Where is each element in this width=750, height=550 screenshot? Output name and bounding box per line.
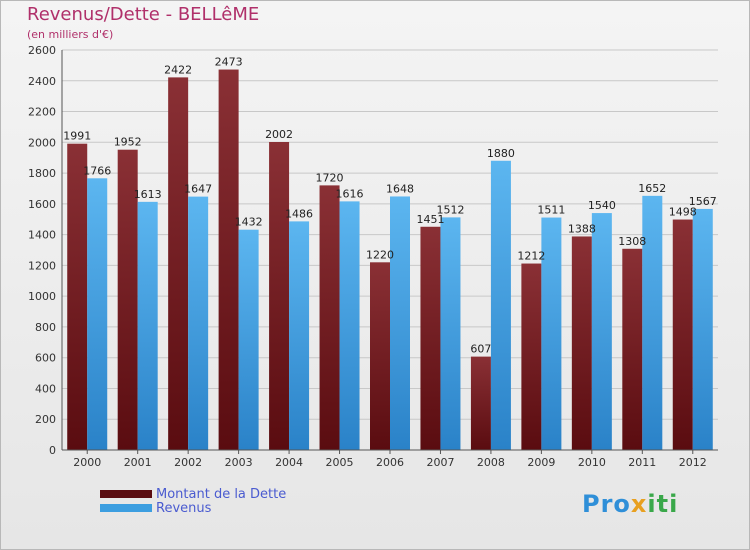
bar-revenue	[339, 201, 360, 450]
data-label-debt: 1308	[618, 235, 646, 248]
bar-debt	[67, 143, 88, 450]
y-tick-label: 400	[35, 382, 56, 395]
x-tick-label: 2010	[578, 456, 606, 469]
data-label-debt: 1991	[63, 130, 91, 143]
bar-revenue	[591, 213, 612, 450]
y-tick-label: 1800	[28, 167, 56, 180]
y-tick-label: 2400	[28, 75, 56, 88]
data-label-debt: 1388	[568, 222, 596, 235]
bar-debt	[420, 226, 441, 450]
data-label-revenue: 1652	[638, 182, 666, 195]
bar-debt	[269, 142, 290, 450]
bar-debt	[370, 262, 390, 450]
data-label-revenue: 1648	[386, 182, 414, 195]
y-tick-label: 1200	[28, 259, 56, 272]
bar-debt	[672, 219, 693, 450]
y-tick-label: 1000	[28, 290, 56, 303]
legend-label-revenue: Revenus	[156, 500, 212, 516]
legend-item-revenue: Revenus	[100, 500, 211, 516]
bar-revenue	[289, 221, 310, 450]
data-label-revenue: 1486	[285, 207, 313, 220]
x-tick-label: 2001	[124, 456, 152, 469]
x-tick-label: 2008	[477, 456, 505, 469]
bar-debt	[168, 77, 189, 450]
y-tick-label: 600	[35, 352, 56, 365]
x-tick-label: 2009	[527, 456, 555, 469]
data-label-debt: 2422	[164, 63, 192, 76]
data-label-revenue: 1647	[184, 183, 212, 196]
bar-revenue	[490, 160, 511, 450]
x-tick-label: 2005	[326, 456, 354, 469]
y-tick-label: 200	[35, 413, 56, 426]
proxiti-logo: Proxiti	[582, 490, 679, 518]
data-label-revenue: 1540	[588, 199, 616, 212]
x-tick-label: 2000	[73, 456, 101, 469]
data-label-debt: 607	[470, 343, 491, 356]
data-label-revenue: 1512	[436, 203, 464, 216]
bar-revenue	[137, 201, 158, 450]
bar-revenue	[390, 196, 410, 450]
x-tick-label: 2007	[426, 456, 454, 469]
data-label-revenue: 1567	[689, 195, 717, 208]
y-tick-label: 2600	[28, 44, 56, 57]
bar-revenue	[188, 196, 209, 450]
bar-revenue	[642, 195, 663, 450]
bar-debt	[218, 69, 239, 451]
bar-debt	[521, 263, 542, 450]
data-label-debt: 2002	[265, 128, 293, 141]
data-label-debt: 1212	[517, 250, 545, 263]
y-tick-label: 0	[49, 444, 56, 457]
bar-debt	[470, 356, 491, 450]
x-tick-label: 2006	[376, 456, 404, 469]
legend-swatch-revenue	[100, 504, 152, 512]
data-label-revenue: 1880	[487, 147, 515, 160]
chart-title: Revenus/Dette - BELLêME	[27, 4, 260, 25]
x-tick-label: 2012	[679, 456, 707, 469]
y-tick-label: 800	[35, 321, 56, 334]
bar-debt	[319, 185, 340, 450]
bar-revenue	[692, 208, 713, 450]
data-label-revenue: 1766	[83, 164, 111, 177]
data-label-debt: 2473	[215, 56, 243, 69]
bar-revenue	[541, 217, 562, 450]
bar-debt	[622, 248, 643, 450]
x-tick-label: 2011	[628, 456, 656, 469]
y-tick-label: 2200	[28, 106, 56, 119]
data-label-debt: 1720	[316, 171, 344, 184]
data-label-debt: 1451	[416, 213, 444, 226]
bar-debt	[571, 236, 592, 450]
data-label-revenue: 1613	[134, 188, 162, 201]
data-label-debt: 1952	[114, 136, 142, 149]
data-label-debt: 1220	[366, 248, 394, 261]
data-label-revenue: 1616	[336, 187, 364, 200]
y-tick-label: 2000	[28, 136, 56, 149]
legend-swatch-debt	[100, 490, 152, 498]
bar-revenue	[440, 217, 461, 450]
data-label-revenue: 1511	[537, 204, 565, 217]
legend-item-debt: Montant de la Dette	[100, 486, 286, 502]
y-tick-label: 1400	[28, 229, 56, 242]
x-tick-label: 2004	[275, 456, 303, 469]
x-tick-label: 2002	[174, 456, 202, 469]
bar-revenue	[238, 229, 259, 450]
chart-subtitle: (en milliers d'€)	[27, 28, 114, 41]
bar-debt	[117, 149, 138, 450]
data-label-debt: 1498	[669, 206, 697, 219]
y-tick-label: 1600	[28, 198, 56, 211]
legend-label-debt: Montant de la Dette	[156, 486, 287, 502]
x-tick-label: 2003	[225, 456, 253, 469]
bar-revenue	[87, 178, 108, 451]
data-label-revenue: 1432	[235, 216, 263, 229]
